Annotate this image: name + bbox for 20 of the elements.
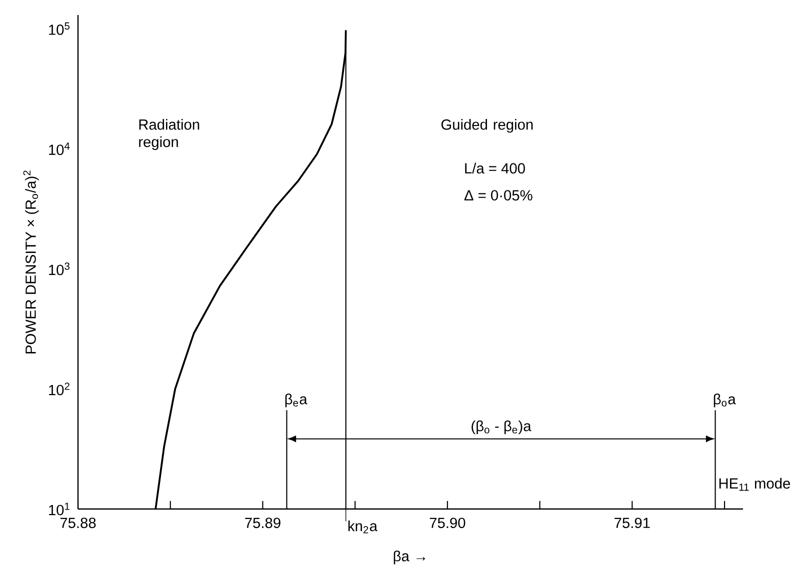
x-tick-label: 75.88 [60, 518, 96, 528]
annotation: Δ = 0·05% [464, 190, 532, 200]
annotation: Guided region [441, 119, 533, 133]
ref-line-label: kn$_{2}$a [348, 520, 378, 534]
y-tick-label: 10$^{1}$ [49, 502, 70, 516]
y-tick-label: 10$^{5}$ [49, 22, 70, 35]
x-axis-title: βa → [394, 550, 426, 564]
annotation: L/a = 400 [465, 162, 525, 174]
x-tick-label: 75.90 [430, 518, 466, 528]
y-tick-label: 10$^{4}$ [49, 142, 70, 156]
annotation: (β$_{o}$ - β$_{e}$)a [472, 420, 532, 434]
x-tick-label: 75.89 [245, 518, 280, 528]
x-tick-label: 75.91 [614, 518, 650, 528]
annotation: HE$_{11}$ mode [719, 478, 790, 491]
y-tick-label: 10$^{3}$ [49, 262, 70, 276]
y-tick-label: 10$^{2}$ [49, 382, 70, 396]
ref-line-label: β$_{e}$a [285, 394, 308, 408]
ref-line-label: β$_{o}$a [714, 394, 736, 408]
annotation: Radiation region [139, 119, 200, 150]
y-axis-title: POWER DENSITY × (R$_{o}$/a)$^{2}$ [23, 170, 39, 354]
